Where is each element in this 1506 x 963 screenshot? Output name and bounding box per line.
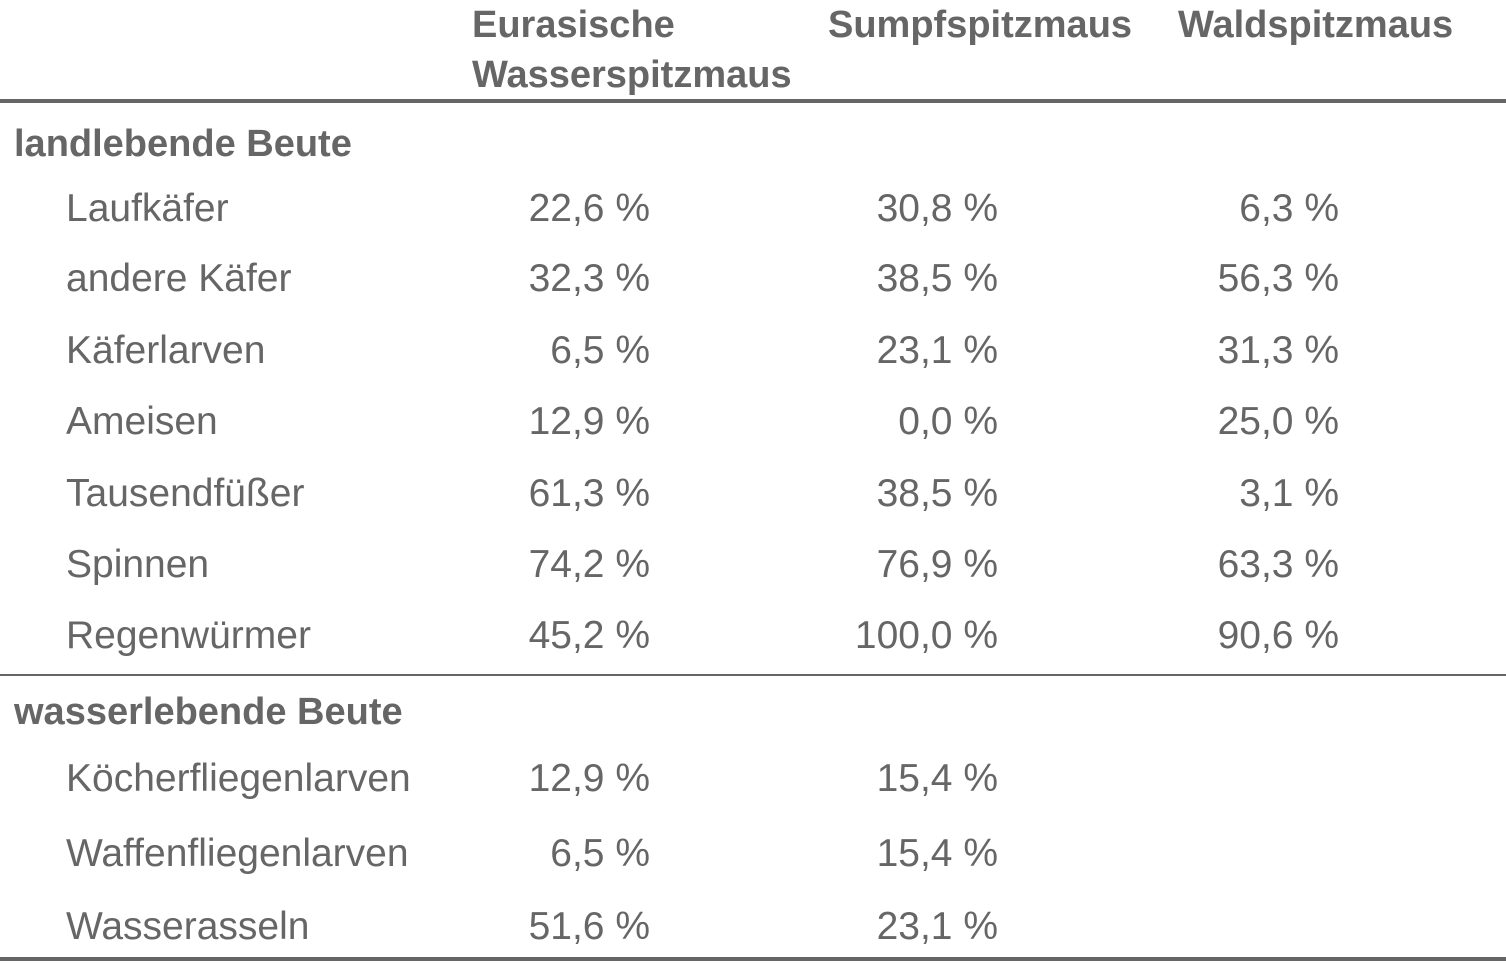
row-label: Waffenfliegenlarven [66,832,409,875]
table-cell: 38,5 % [876,472,998,515]
table-cell: 56,3 % [1217,257,1339,300]
table-cell: 100,0 % [854,614,998,657]
table-cell: 25,0 % [1217,400,1339,443]
table-row: Ameisen 12,9 % 0,0 % 25,0 % [0,397,1506,447]
table-row: Wasserasseln 51,6 % 23,1 % [0,902,1506,952]
row-label: andere Käfer [66,257,292,300]
table-cell: 51,6 % [528,905,650,948]
table-cell: 31,3 % [1217,329,1339,372]
section-title-landlebende-beute: landlebende Beute [14,123,352,165]
header-eurasische-wasserspitzmaus-line: Eurasische Wasserspitzmaus [472,4,792,96]
table-cell: 30,8 % [876,187,998,230]
table-row: Tausendfüßer 61,3 % 38,5 % 3,1 % [0,469,1506,519]
table-row: Regenwürmer 45,2 % 100,0 % 90,6 % [0,611,1506,661]
table-cell: 23,1 % [876,329,998,372]
table-cell: 0,0 % [898,400,998,443]
table-cell: 12,9 % [528,400,650,443]
table-cell: 61,3 % [528,472,650,515]
table-row: Spinnen 74,2 % 76,9 % 63,3 % [0,540,1506,590]
row-label: Regenwürmer [66,614,311,657]
row-label: Tausendfüßer [66,472,305,515]
table-row: Köcherfliegenlarven 12,9 % 15,4 % [0,754,1506,804]
table-row: Laufkäfer 22,6 % 30,8 % 6,3 % [0,184,1506,234]
table-cell: 3,1 % [1239,472,1339,515]
table-cell: 6,3 % [1239,187,1339,230]
table-cell: 6,5 % [550,832,650,875]
table-row: Käferlarven 6,5 % 23,1 % 31,3 % [0,326,1506,376]
table-cell: 76,9 % [876,543,998,586]
header-waldspitzmaus: Waldspitzmaus [1178,4,1454,46]
section-divider-rule [0,674,1506,676]
table-cell: 15,4 % [876,757,998,800]
header-sumpfspitzmaus: Sumpfspitzmaus [828,4,1133,46]
row-label: Köcherfliegenlarven [66,757,411,800]
row-label: Laufkäfer [66,187,229,230]
table-cell: 74,2 % [528,543,650,586]
row-label: Ameisen [66,400,218,443]
table-cell: 12,9 % [528,757,650,800]
table-cell: 32,3 % [528,257,650,300]
table-cell: 15,4 % [876,832,998,875]
table-cell: 45,2 % [528,614,650,657]
row-label: Käferlarven [66,329,266,372]
table-cell: 23,1 % [876,905,998,948]
row-label: Spinnen [66,543,210,586]
row-label: Wasserasseln [66,905,310,948]
table-cell: 63,3 % [1217,543,1339,586]
table-cell: 22,6 % [528,187,650,230]
table-top-rule [0,99,1506,103]
table-cell: 6,5 % [550,329,650,372]
table-cell: 90,6 % [1217,614,1339,657]
section-title-wasserlebende-beute: wasserlebende Beute [14,691,403,733]
table-row: Waffenfliegenlarven 6,5 % 15,4 % [0,829,1506,879]
table-row: andere Käfer 32,3 % 38,5 % 56,3 % [0,254,1506,304]
table-bottom-rule [0,957,1506,961]
table-cell: 38,5 % [876,257,998,300]
header-eurasische-wasserspitzmaus: Eurasische Wasserspitzmaus [472,0,832,100]
